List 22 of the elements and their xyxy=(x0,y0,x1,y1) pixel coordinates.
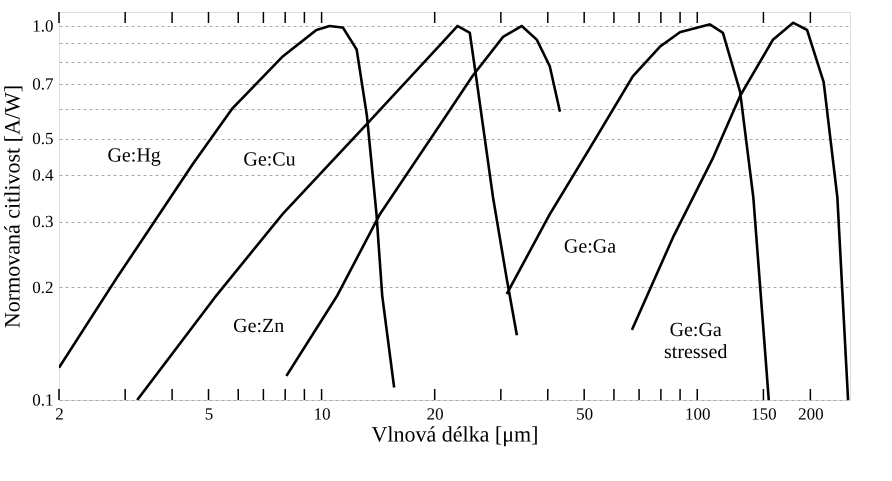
y-tick-label: 0.7 xyxy=(32,74,54,94)
y-tick-label: 1.0 xyxy=(32,16,54,36)
series-label: Ge:Hg xyxy=(107,144,161,167)
x-tick-label: 20 xyxy=(426,404,444,424)
x-tick-label: 10 xyxy=(314,404,331,424)
series-label: Ge:Ga xyxy=(564,236,616,258)
x-tick-label: 5 xyxy=(204,404,214,424)
x-tick-label: 50 xyxy=(576,404,594,424)
x-tick-label: 2 xyxy=(55,404,64,424)
y-tick-label: 0.3 xyxy=(32,212,54,232)
y-axis-title: Normovaná citlivost [A/W] xyxy=(0,84,24,328)
y-tick-label: 0.2 xyxy=(32,278,54,297)
y-tick-label: 0.5 xyxy=(32,129,54,148)
y-tick-label: 0.1 xyxy=(32,390,54,410)
x-tick-label: 150 xyxy=(751,404,777,424)
x-axis-title: Vlnová délka [μm] xyxy=(372,422,538,446)
series-label: Ge:Zn xyxy=(233,314,284,337)
x-tick-label: 100 xyxy=(685,404,711,424)
x-tick-label: 200 xyxy=(798,404,824,424)
series-label: Ge:Cu xyxy=(243,148,296,170)
y-tick-label: 0.4 xyxy=(32,165,54,184)
series-label: Ge:Ga stressed xyxy=(664,318,728,363)
